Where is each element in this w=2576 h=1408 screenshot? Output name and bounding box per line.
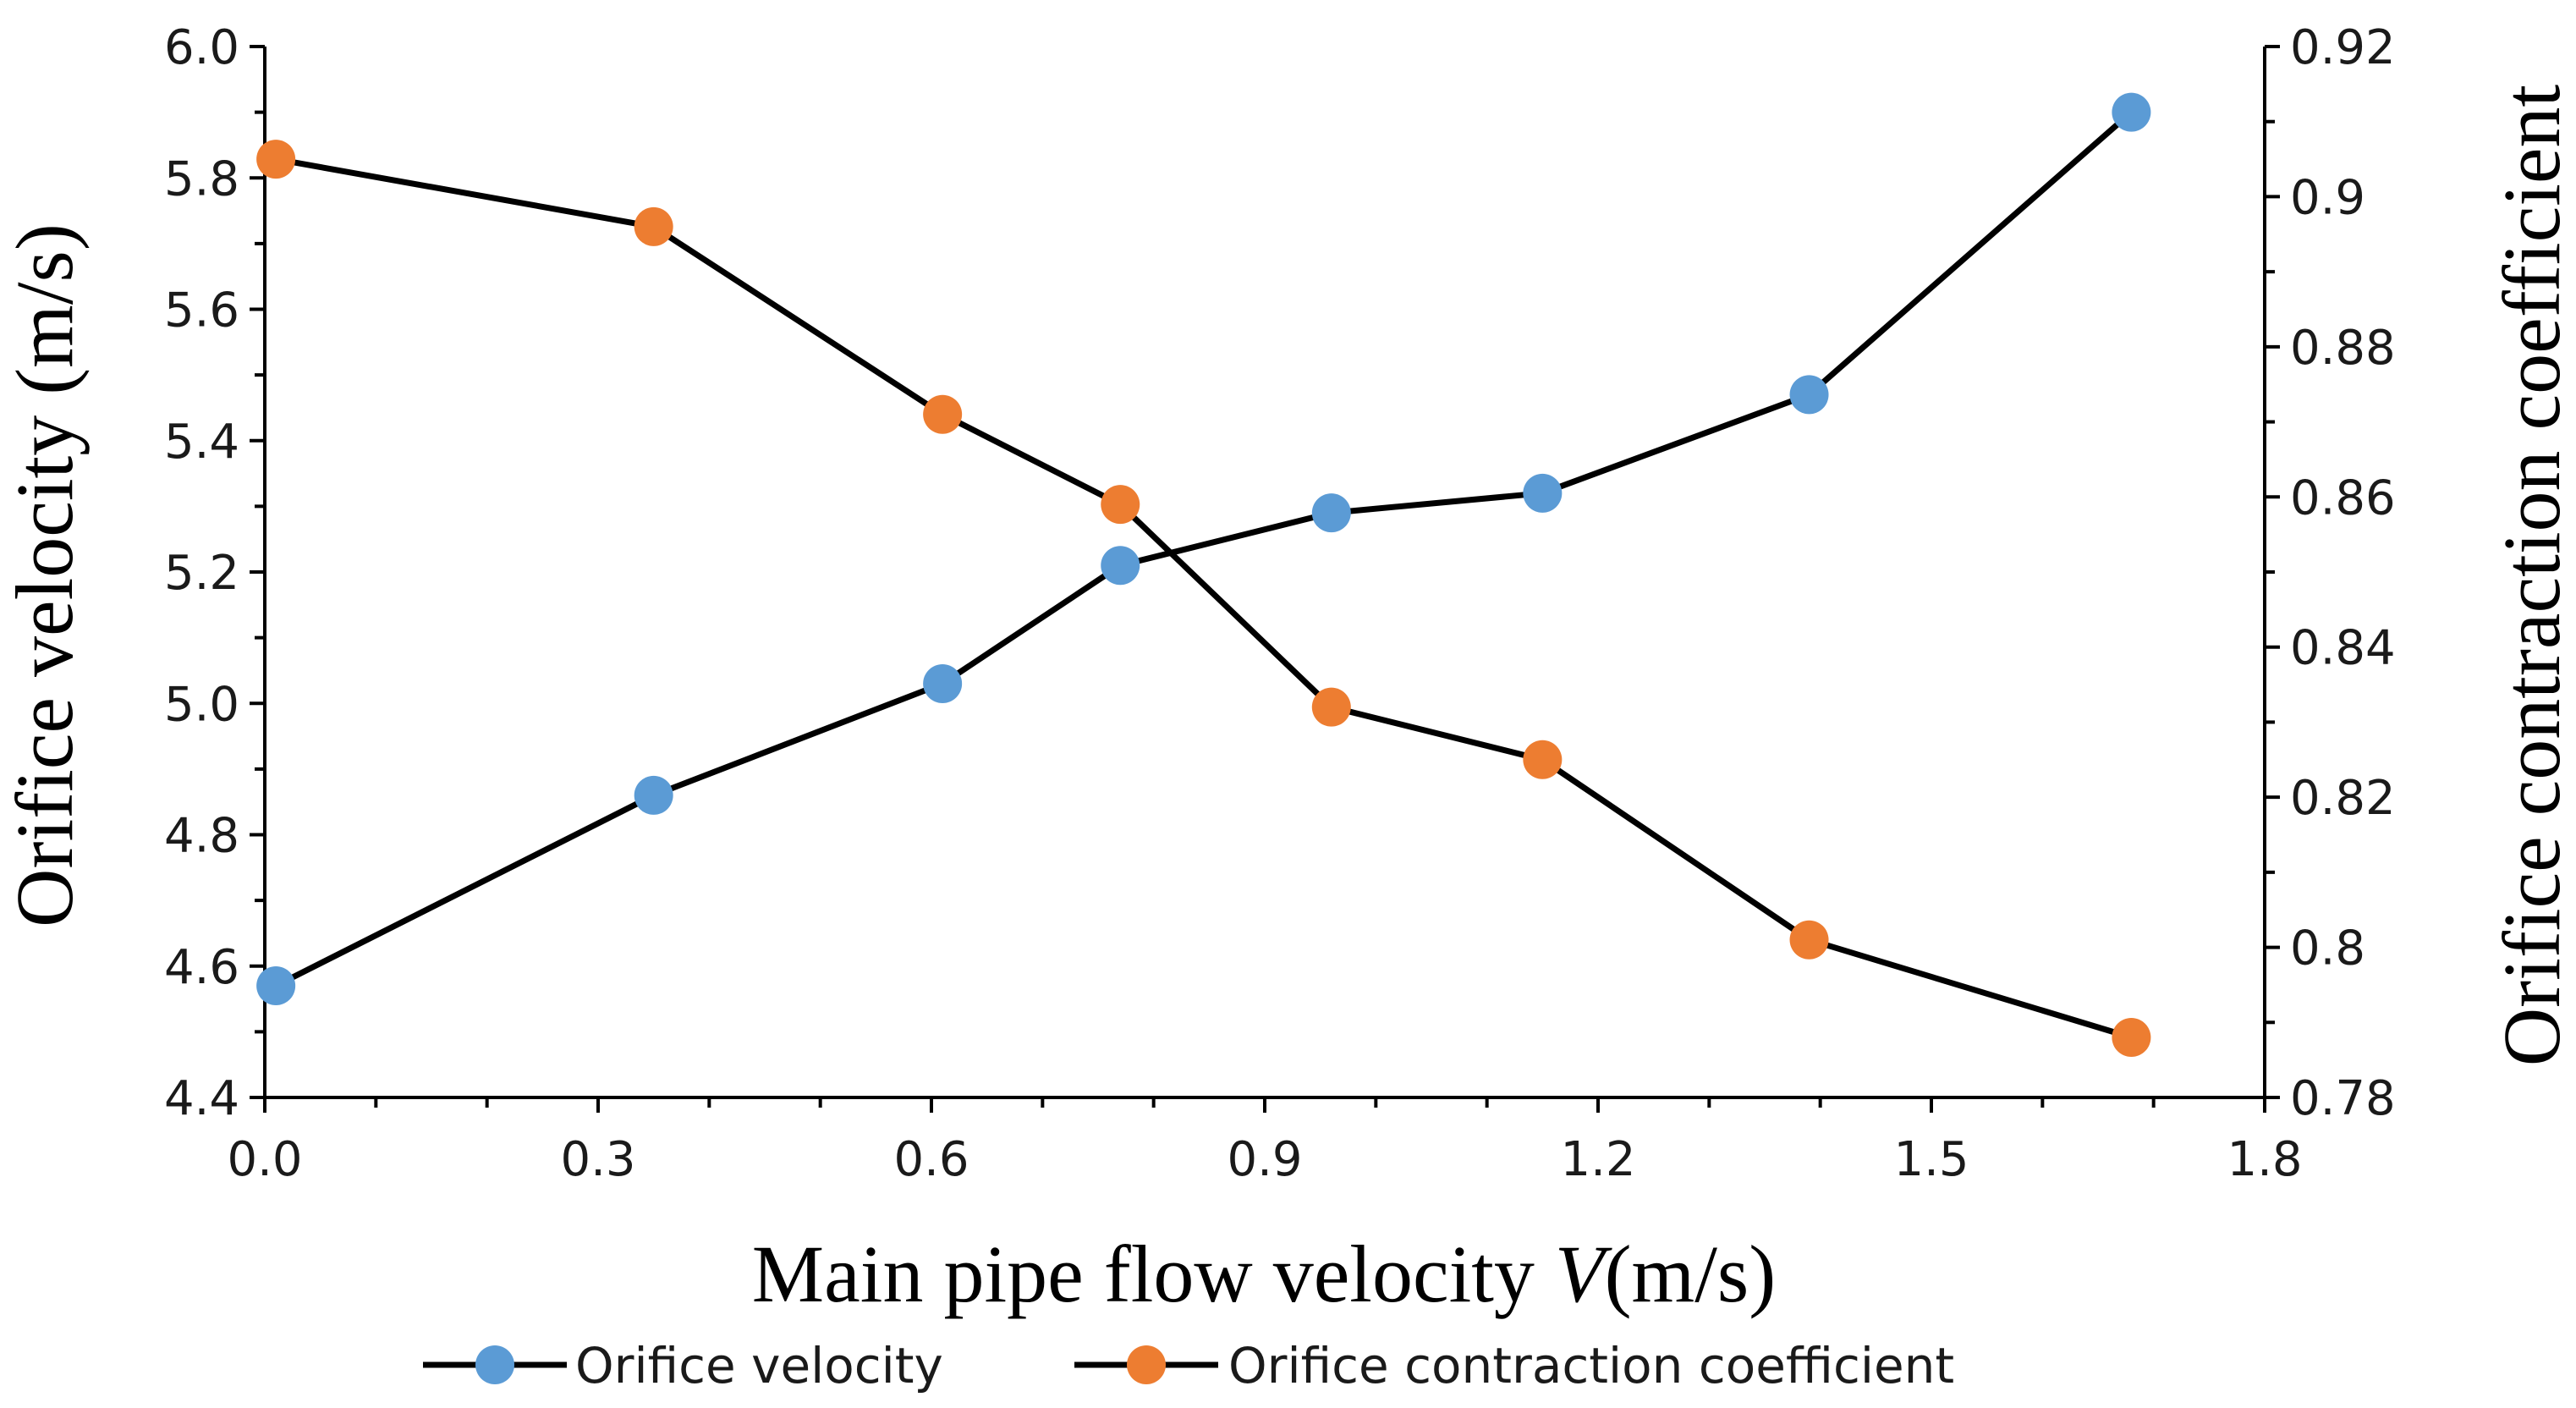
orifice-velocity-point xyxy=(256,966,296,1006)
orifice-contraction-coefficient-point xyxy=(2112,1018,2151,1058)
y-right-tick-label: 0.9 xyxy=(2290,170,2365,225)
x-tick-label: 1.5 xyxy=(1893,1132,1969,1187)
y-right-tick-label: 0.8 xyxy=(2290,921,2365,976)
y-left-tick-label: 5.6 xyxy=(164,283,239,338)
orifice-contraction-coefficient-line xyxy=(275,156,2133,1041)
orifice-contraction-coefficient-point xyxy=(923,394,963,434)
y-right-tick-label: 0.92 xyxy=(2290,20,2396,75)
legend: Orifice velocity Orifice contraction coe… xyxy=(423,1337,1954,1394)
orifice-velocity-point xyxy=(1523,473,1563,513)
axes xyxy=(250,45,2280,1113)
orifice-velocity-point xyxy=(634,775,673,815)
y-left-tick-label: 5.4 xyxy=(164,415,239,470)
y-left-tick-label: 5.8 xyxy=(164,151,239,206)
x-tick-label: 0.0 xyxy=(227,1132,302,1187)
orifice-velocity-point xyxy=(1789,375,1829,415)
legend-label: Orifice velocity xyxy=(575,1337,943,1394)
legend-item-orifice-velocity: Orifice velocity xyxy=(423,1337,943,1394)
orifice-velocity-point xyxy=(2112,92,2151,132)
y-right-tick-label: 0.78 xyxy=(2290,1071,2396,1126)
series-layer xyxy=(256,92,2151,1058)
y-left-tick-label: 4.8 xyxy=(164,809,239,864)
legend-swatch-marker xyxy=(1127,1345,1166,1384)
y-right-tick-label: 0.86 xyxy=(2290,470,2396,525)
orifice-velocity-point xyxy=(923,663,963,703)
tick-labels: 4.4 4.6 4.8 5.0 5.2 5.4 5.6 5.8 6.0 0.78 0.8 0.82 0.… xyxy=(164,20,2396,1187)
x-tick-label: 0.3 xyxy=(560,1132,635,1187)
x-axis-title-variable: V xyxy=(1555,1229,1612,1319)
x-axis-title: Main pipe flow velocity V(m/s) xyxy=(752,1229,1776,1319)
y-left-tick-label: 5.0 xyxy=(164,677,239,732)
orifice-velocity-point xyxy=(1101,546,1140,586)
legend-item-orifice-contraction-coefficient: Orifice contraction coefficient xyxy=(1074,1337,1954,1394)
y-right-tick-label: 0.88 xyxy=(2290,321,2396,376)
y-right-tick-label: 0.84 xyxy=(2290,621,2396,676)
y-left-tick-label: 6.0 xyxy=(164,20,239,75)
y-left-tick-label: 5.2 xyxy=(164,546,239,601)
x-axis-title-unit: (m/s) xyxy=(1605,1229,1777,1319)
x-tick-label: 0.6 xyxy=(893,1132,969,1187)
orifice-contraction-coefficient-point xyxy=(1523,740,1563,779)
y-axis-right-title: Orifice contraction coefficient xyxy=(2486,85,2576,1067)
series-orifice-contraction-coefficient xyxy=(256,140,2151,1058)
y-right-tick-label: 0.82 xyxy=(2290,771,2396,826)
y-left-tick-label: 4.4 xyxy=(164,1071,239,1126)
legend-label: Orifice contraction coefficient xyxy=(1228,1337,1954,1394)
y-left-tick-label: 4.6 xyxy=(164,940,239,995)
x-tick-label: 0.9 xyxy=(1227,1132,1302,1187)
y-axis-left-title: Orifice velocity (m/s) xyxy=(0,223,90,927)
orifice-contraction-coefficient-point xyxy=(634,206,673,246)
legend-swatch-marker xyxy=(475,1345,514,1384)
orifice-velocity-point xyxy=(1311,493,1351,533)
x-tick-label: 1.2 xyxy=(1560,1132,1635,1187)
orifice-contraction-coefficient-point xyxy=(1789,920,1829,960)
orifice-contraction-coefficient-point xyxy=(256,140,296,179)
orifice-contraction-coefficient-point xyxy=(1101,485,1140,525)
x-axis-title-main: Main pipe flow velocity xyxy=(752,1229,1555,1319)
orifice-contraction-coefficient-point xyxy=(1311,687,1351,727)
series-orifice-velocity xyxy=(256,92,2151,1006)
x-tick-label: 1.8 xyxy=(2227,1132,2302,1187)
orifice-velocity-line xyxy=(274,109,2134,989)
